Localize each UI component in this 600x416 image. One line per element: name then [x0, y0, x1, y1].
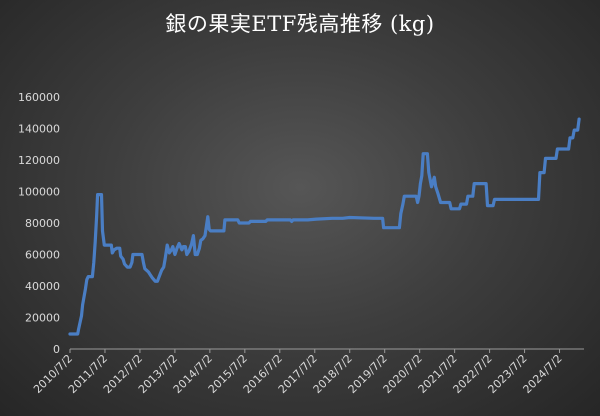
- chart-title: 銀の果実ETF残高推移 (kg): [165, 12, 435, 36]
- y-tick-label: 120000: [18, 154, 60, 167]
- y-tick-label: 0: [53, 343, 60, 356]
- series-line: [68, 117, 581, 336]
- x-tick-label: 2024/7/2: [521, 352, 565, 396]
- y-tick-label: 20000: [25, 312, 60, 325]
- x-axis-ticks: 2010/7/22011/7/22012/7/22013/7/22014/7/2…: [31, 349, 565, 396]
- y-tick-label: 60000: [25, 249, 60, 262]
- y-tick-label: 100000: [18, 186, 60, 199]
- y-tick-label: 80000: [25, 217, 60, 230]
- y-tick-label: 40000: [25, 280, 60, 293]
- series-layer: [68, 117, 581, 336]
- y-axis-ticks: 0 20000 40000 60000 80000 100000 120000 140000 1…: [18, 91, 60, 356]
- y-tick-label: 160000: [18, 91, 60, 104]
- y-tick-label: 140000: [18, 123, 60, 136]
